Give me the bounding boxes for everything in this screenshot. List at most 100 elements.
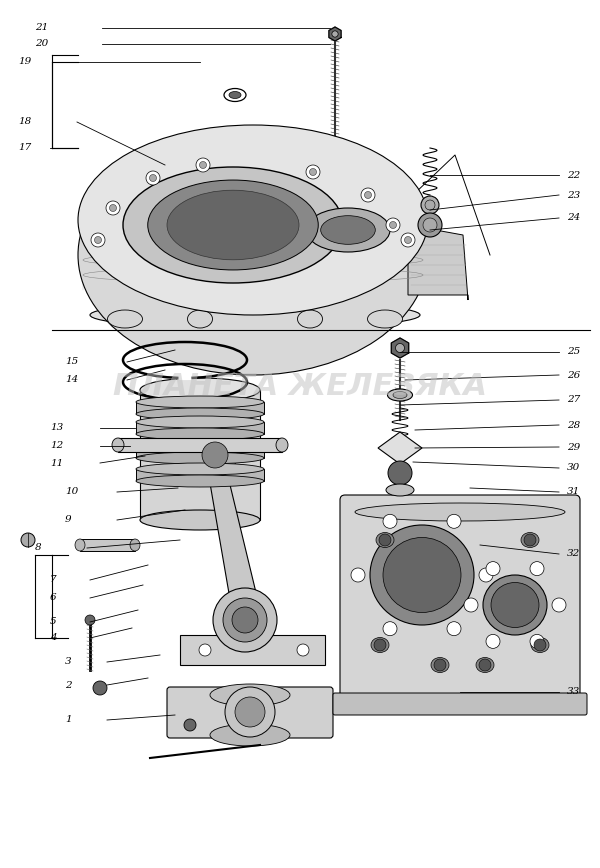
Ellipse shape [210,724,290,746]
Ellipse shape [367,310,403,328]
Text: 2: 2 [65,681,71,689]
Ellipse shape [224,89,246,102]
Ellipse shape [136,463,264,475]
Circle shape [149,174,157,181]
Ellipse shape [130,539,140,551]
Circle shape [479,568,493,582]
Text: 4: 4 [50,634,56,642]
Ellipse shape [136,396,264,408]
Bar [80,539,135,551]
Circle shape [297,644,309,656]
FancyBboxPatch shape [333,693,587,715]
Ellipse shape [355,503,565,521]
Ellipse shape [123,167,343,283]
Ellipse shape [476,657,494,673]
Bar [136,446,264,458]
FancyBboxPatch shape [167,687,333,738]
Text: 9: 9 [65,516,71,524]
Circle shape [91,233,105,247]
Text: 3: 3 [65,657,71,667]
Circle shape [486,562,500,575]
Ellipse shape [140,510,260,530]
Circle shape [223,598,267,642]
Circle shape [95,236,101,244]
Circle shape [486,635,500,648]
Circle shape [389,221,397,228]
Circle shape [434,659,446,671]
Ellipse shape [483,575,547,635]
Circle shape [235,697,265,727]
Ellipse shape [371,637,389,653]
Circle shape [199,161,206,168]
Ellipse shape [298,310,323,328]
Text: 21: 21 [35,23,48,32]
Ellipse shape [531,637,549,653]
Circle shape [310,168,317,175]
Ellipse shape [376,532,394,548]
Text: 17: 17 [18,143,31,153]
Ellipse shape [431,657,449,673]
Ellipse shape [136,452,264,464]
Ellipse shape [491,582,539,628]
Circle shape [404,236,412,244]
Polygon shape [378,432,422,464]
Text: 22: 22 [567,170,580,180]
Text: 27: 27 [567,396,580,404]
Circle shape [524,534,536,546]
Ellipse shape [393,391,407,398]
Circle shape [232,607,258,633]
Circle shape [388,461,412,485]
Polygon shape [329,27,341,41]
Ellipse shape [148,180,318,270]
Polygon shape [180,635,325,665]
Circle shape [401,233,415,247]
Circle shape [534,639,546,651]
Circle shape [386,218,400,232]
Circle shape [193,433,237,477]
Ellipse shape [140,378,260,402]
Text: 20: 20 [35,40,48,49]
Circle shape [383,621,397,635]
Ellipse shape [136,408,264,420]
Ellipse shape [136,416,264,428]
Ellipse shape [136,440,264,452]
Text: 14: 14 [65,376,78,385]
Circle shape [425,200,435,210]
Circle shape [552,598,566,612]
Text: ПЛАНЕТА ЖЕЛЕЗЯКА: ПЛАНЕТА ЖЕЛЕЗЯКА [113,372,487,401]
Text: 28: 28 [567,420,580,430]
Text: 11: 11 [50,458,63,468]
Ellipse shape [78,135,428,375]
Ellipse shape [187,310,212,328]
Circle shape [530,635,544,648]
Circle shape [332,31,338,37]
Ellipse shape [210,684,290,706]
Text: 23: 23 [567,190,580,200]
Polygon shape [206,460,259,605]
Circle shape [447,515,461,529]
Text: 8: 8 [35,543,41,553]
Circle shape [421,196,439,214]
Ellipse shape [136,428,264,440]
Circle shape [306,165,320,179]
Text: 31: 31 [567,488,580,496]
Circle shape [225,687,275,737]
Circle shape [383,515,397,529]
Bar [118,438,282,452]
Text: 33: 33 [567,687,580,696]
Polygon shape [391,338,409,358]
Circle shape [395,344,404,352]
Ellipse shape [136,475,264,487]
Circle shape [479,659,491,671]
Circle shape [184,719,196,731]
Ellipse shape [107,310,143,328]
Circle shape [379,534,391,546]
Bar [136,469,264,481]
Text: 12: 12 [50,442,63,450]
Circle shape [447,621,461,635]
Circle shape [110,205,116,212]
Ellipse shape [229,91,241,98]
Text: 26: 26 [567,371,580,379]
Circle shape [361,188,375,202]
Ellipse shape [388,389,413,401]
